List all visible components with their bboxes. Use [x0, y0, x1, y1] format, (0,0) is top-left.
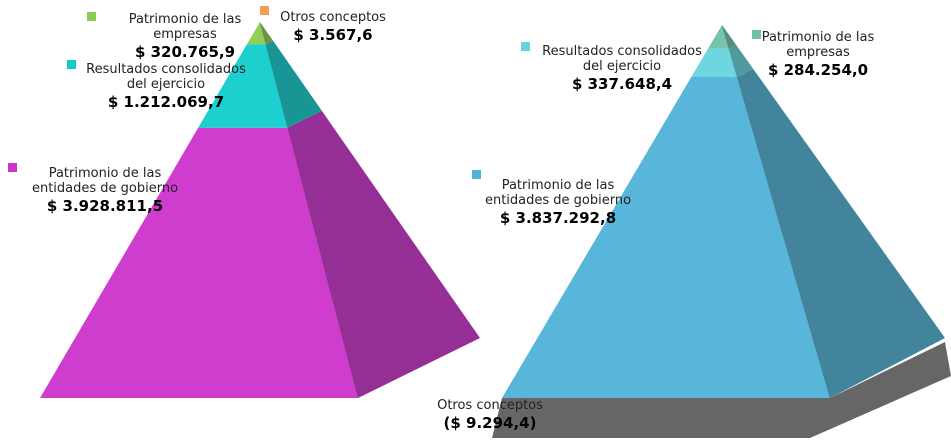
- pyramid-segment-front: [708, 25, 729, 49]
- value-label: $ 284.254,0: [767, 61, 869, 79]
- pyramid-segment-side: [737, 68, 945, 398]
- category-label: Patrimonio de las empresas: [128, 12, 242, 42]
- value-label: $ 337.648,4: [571, 75, 673, 93]
- category-label: Resultados consolidados del ejercicio: [542, 44, 702, 74]
- pyramid-segment-side: [728, 45, 754, 77]
- value-label: $ 320.765,9: [134, 43, 236, 61]
- legend-marker: [521, 42, 530, 51]
- value-label: $ 1.212.069,7: [107, 93, 225, 111]
- category-label: Otros conceptos: [437, 398, 543, 413]
- category-label: Otros conceptos: [280, 10, 386, 25]
- value-label: $ 3.567,6: [293, 26, 373, 44]
- value-label: $ 3.928.811,5: [46, 197, 164, 215]
- category-label: Patrimonio de las entidades de gobierno: [31, 166, 179, 196]
- pyramid-segment-side: [287, 110, 480, 399]
- pyramid-segment-front: [691, 48, 738, 77]
- value-label: ($ 9.294,4): [443, 414, 537, 432]
- negative-shadow: [492, 342, 951, 438]
- pyramid-segment-front: [502, 77, 830, 398]
- pyramid-segment-side: [722, 25, 737, 49]
- legend-marker: [260, 6, 269, 15]
- value-label: $ 3.837.292,8: [499, 209, 617, 227]
- pyramid-edge: [259, 21, 359, 399]
- pyramid-segment-front: [198, 44, 288, 128]
- pyramid-segment-side: [265, 40, 322, 128]
- pyramid-segment-side: [260, 22, 274, 45]
- legend-marker: [472, 170, 481, 179]
- category-label: Patrimonio de las entidades de gobierno: [484, 178, 632, 208]
- pyramid-edge: [721, 24, 831, 399]
- category-label: Resultados consolidados del ejercicio: [86, 62, 246, 92]
- pyramid-segment-front: [40, 127, 358, 398]
- pyramid-segment-front: [246, 22, 266, 45]
- legend-marker: [8, 163, 17, 172]
- legend-marker: [87, 12, 96, 21]
- category-label: Patrimonio de las empresas: [761, 30, 875, 60]
- legend-marker: [752, 30, 761, 39]
- legend-marker: [67, 60, 76, 69]
